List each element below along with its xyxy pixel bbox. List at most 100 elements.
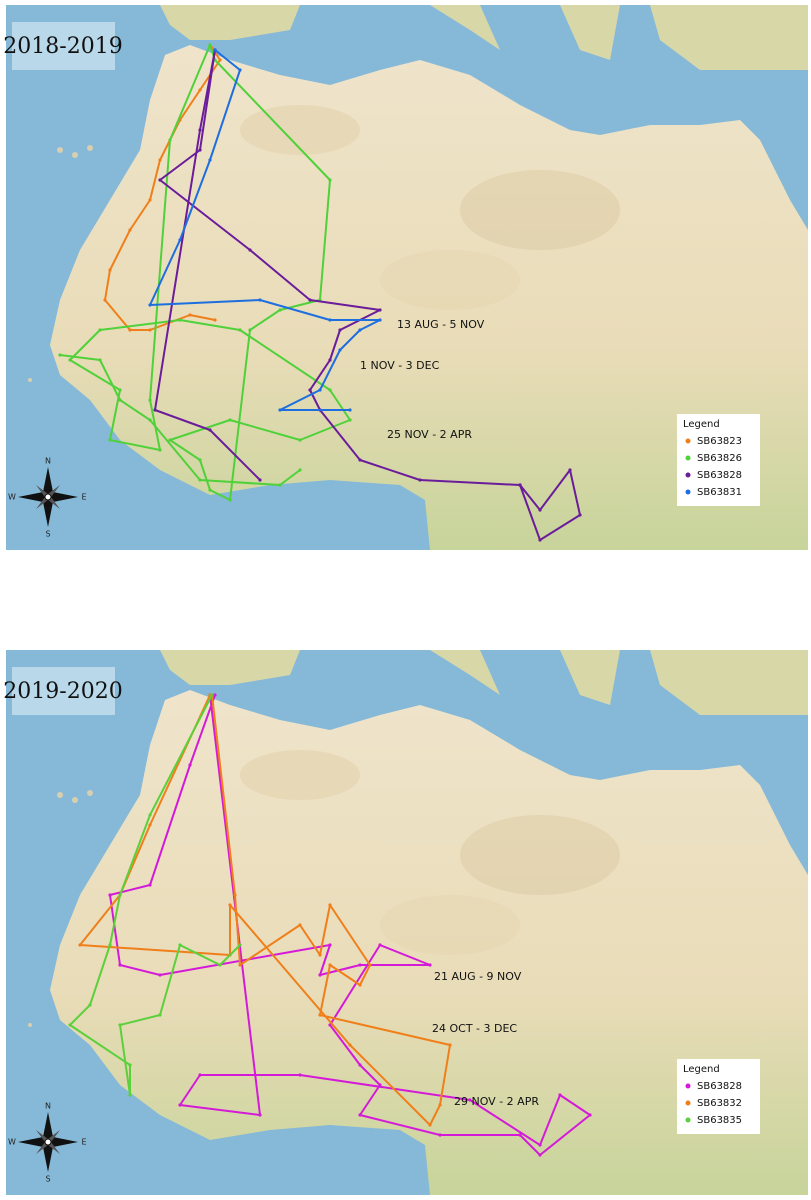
track-point [298, 923, 302, 927]
track-point [368, 963, 372, 967]
track-point [588, 1113, 592, 1117]
map-panel: 2018-2019 13 AUG - 5 NOV 1 NOV - 3 DEC 25 N… [3, 22, 760, 542]
track-point [348, 1043, 352, 1047]
compass-n: N [45, 457, 51, 466]
track-point [328, 943, 332, 947]
track-point [238, 963, 242, 967]
track-point [558, 1093, 562, 1097]
track-point [158, 1013, 162, 1017]
track-point [328, 178, 332, 182]
track-point [568, 468, 572, 472]
track-point [178, 238, 182, 242]
date-annotation: 25 NOV - 2 APR [387, 428, 472, 441]
track-point [378, 308, 382, 312]
track-point [468, 1098, 472, 1102]
track-point [118, 893, 122, 897]
track-point [228, 903, 232, 907]
track-point [328, 1023, 332, 1027]
track-point [148, 328, 152, 332]
title-box [12, 22, 115, 70]
track-point [218, 58, 222, 62]
track-point [198, 148, 202, 152]
track-point [328, 388, 332, 392]
track-point [278, 308, 282, 312]
track-point [278, 483, 282, 487]
track-point [118, 963, 122, 967]
legend-box [677, 1059, 760, 1134]
legend-marker [685, 455, 691, 461]
track-point [98, 358, 102, 362]
track-point [178, 318, 182, 322]
compass-center [44, 1138, 52, 1146]
track-point [178, 1103, 182, 1107]
date-annotation: 24 OCT - 3 DEC [432, 1022, 517, 1035]
track-point [418, 478, 422, 482]
track-point [298, 1073, 302, 1077]
track-point [218, 963, 222, 967]
track-point [358, 1063, 362, 1067]
track-point [308, 298, 312, 302]
track-point [198, 128, 202, 132]
compass-e: E [81, 493, 86, 502]
track-point [153, 408, 157, 412]
track-point [198, 478, 202, 482]
track-point [238, 68, 242, 72]
track-point [118, 388, 122, 392]
track-point [128, 1063, 132, 1067]
legend-label: SB63828 [697, 1081, 742, 1092]
track-point [68, 1023, 72, 1027]
compass-s: S [45, 530, 50, 539]
track-point [148, 823, 152, 827]
legend-label: SB63831 [697, 487, 742, 498]
legend-label: SB63828 [697, 470, 742, 481]
track-point [538, 508, 542, 512]
track-point [358, 328, 362, 332]
map-title: 2019-2020 [3, 679, 122, 704]
track-point [128, 228, 132, 232]
date-annotation: 1 NOV - 3 DEC [360, 359, 440, 372]
track-point [438, 1133, 442, 1137]
track-point [108, 893, 112, 897]
track-point [258, 478, 262, 482]
compass-center [44, 493, 52, 501]
track-point [210, 693, 214, 697]
track-point [148, 398, 152, 402]
track-point [318, 388, 322, 392]
track-point [318, 953, 322, 957]
track-point [148, 813, 152, 817]
date-annotation: 29 NOV - 2 APR [454, 1095, 539, 1108]
track-point [578, 513, 582, 517]
track-point [158, 973, 162, 977]
track-point [328, 358, 332, 362]
track-point [188, 763, 192, 767]
track-point [278, 408, 282, 412]
track-point [298, 438, 302, 442]
compass-e: E [81, 1138, 86, 1147]
track-point [428, 963, 432, 967]
track-point [158, 448, 162, 452]
date-annotation: 13 AUG - 5 NOV [397, 318, 485, 331]
track-point [198, 88, 202, 92]
track-point [348, 418, 352, 422]
track-point [238, 943, 242, 947]
track-point [378, 943, 382, 947]
legend-label: SB63835 [697, 1115, 742, 1126]
track-point [58, 353, 62, 357]
legend-marker [685, 1117, 691, 1123]
compass-w: W [8, 493, 16, 502]
track-point [258, 298, 262, 302]
track-point [328, 318, 332, 322]
legend-marker [685, 472, 691, 478]
track-point [378, 318, 382, 322]
legend-label: SB63826 [697, 453, 742, 464]
track-point [358, 458, 362, 462]
track-point [148, 418, 152, 422]
legend-label: SB63823 [697, 436, 742, 447]
track-point [248, 328, 252, 332]
track-point [338, 348, 342, 352]
track-point [378, 1083, 382, 1087]
track-point [308, 388, 312, 392]
track-point [148, 883, 152, 887]
track-point [68, 358, 72, 362]
